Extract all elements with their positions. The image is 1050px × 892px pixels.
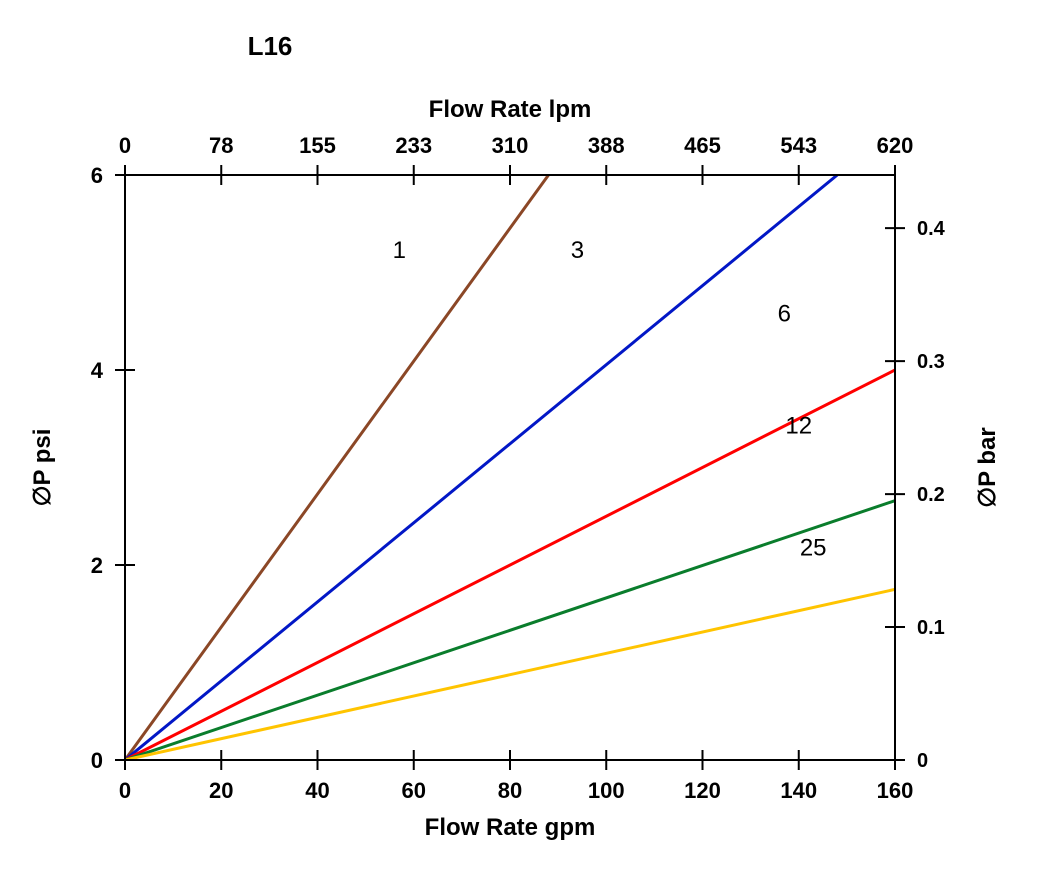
chart-title: L16 <box>248 31 293 61</box>
bottom-tick-label: 0 <box>119 778 131 803</box>
top-tick-label: 620 <box>877 133 914 158</box>
bottom-tick-label: 40 <box>305 778 329 803</box>
bottom-tick-label: 120 <box>684 778 721 803</box>
right-tick-label: 0.3 <box>917 351 945 373</box>
bottom-tick-label: 100 <box>588 778 625 803</box>
axis-left-title: ∅P psi <box>29 429 56 507</box>
top-tick-label: 388 <box>588 133 625 158</box>
right-tick-label: 0.1 <box>917 617 945 639</box>
bottom-tick-label: 20 <box>209 778 233 803</box>
bottom-tick-label: 80 <box>498 778 522 803</box>
top-tick-label: 465 <box>684 133 721 158</box>
left-tick-label: 0 <box>91 748 103 773</box>
top-tick-label: 310 <box>492 133 529 158</box>
axis-right-title: ∅P bar <box>974 427 1001 508</box>
series-label-3: 3 <box>571 237 584 264</box>
bottom-tick-label: 60 <box>402 778 426 803</box>
left-tick-label: 6 <box>91 163 103 188</box>
axis-bottom-title: Flow Rate gpm <box>425 814 596 841</box>
series-label-6: 6 <box>778 300 791 327</box>
bottom-tick-label: 140 <box>780 778 817 803</box>
top-tick-label: 0 <box>119 133 131 158</box>
top-tick-label: 543 <box>780 133 817 158</box>
right-tick-label: 0 <box>917 750 928 772</box>
axis-top-title: Flow Rate lpm <box>429 96 592 123</box>
series-label-25: 25 <box>800 534 827 561</box>
right-tick-label: 0.2 <box>917 484 945 506</box>
top-tick-label: 233 <box>395 133 432 158</box>
series-label-12: 12 <box>785 412 812 439</box>
left-tick-label: 2 <box>91 553 103 578</box>
top-tick-label: 155 <box>299 133 336 158</box>
chart-container: 020406080100120140160Flow Rate gpm078155… <box>0 0 1050 892</box>
left-tick-label: 4 <box>91 358 104 383</box>
bottom-tick-label: 160 <box>877 778 914 803</box>
top-tick-label: 78 <box>209 133 233 158</box>
right-tick-label: 0.4 <box>917 218 946 240</box>
series-label-1: 1 <box>393 237 406 264</box>
chart-svg: 020406080100120140160Flow Rate gpm078155… <box>0 0 1050 892</box>
